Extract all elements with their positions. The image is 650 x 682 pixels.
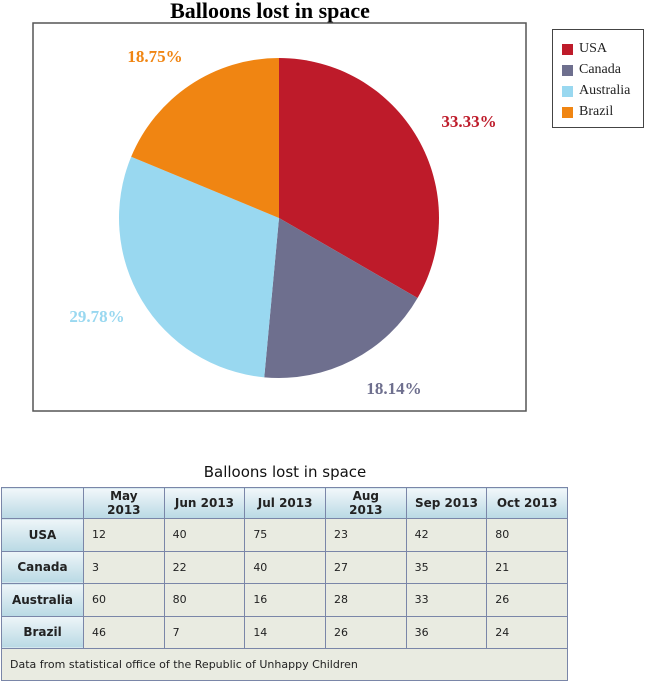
legend-item-australia: Australia	[562, 82, 630, 100]
column-header: Oct 2013	[486, 487, 568, 519]
pie-chart: 33.33% 18.14% 29.78% 18.75%	[32, 22, 527, 412]
corner-cell	[1, 487, 84, 519]
table-row: Brazil 46 7 14 26 36 24	[1, 615, 568, 649]
table-header-row: May 2013 Jun 2013 Jul 2013 Aug 2013 Sep …	[1, 487, 568, 519]
pie-slice-canada	[264, 218, 418, 379]
row-header: Brazil	[1, 615, 84, 649]
pie-slice-australia	[118, 156, 279, 378]
legend-swatch-australia	[562, 85, 573, 97]
pie-label-canada: 18.14%	[366, 379, 421, 398]
pie-label-australia: 29.78%	[69, 307, 124, 326]
table-title: Balloons lost in space	[203, 463, 367, 481]
table-row: USA 12 40 75 23 42 80	[1, 518, 568, 552]
table-cell: 27	[324, 550, 407, 584]
legend-swatch-brazil	[562, 106, 573, 118]
data-table: May 2013 Jun 2013 Jul 2013 Aug 2013 Sep …	[1, 487, 568, 681]
table-cell: 40	[244, 550, 326, 584]
table-cell: 35	[405, 550, 488, 584]
column-header: Aug 2013	[324, 487, 407, 519]
table-cell: 24	[486, 615, 568, 649]
row-header: Australia	[1, 583, 84, 617]
table-row: Australia 60 80 16 28 33 26	[1, 583, 568, 617]
table-cell: 28	[324, 583, 407, 617]
legend-item-brazil: Brazil	[562, 103, 613, 121]
legend-swatch-canada	[562, 64, 573, 76]
table-footer-row: Data from statistical office of the Repu…	[1, 648, 568, 681]
table-cell: 80	[163, 583, 246, 617]
table-cell: 23	[324, 518, 407, 552]
legend-label-usa: USA	[579, 41, 608, 56]
column-header: Jul 2013	[244, 487, 326, 519]
table-cell: 36	[405, 615, 488, 649]
row-header: Canada	[1, 550, 84, 584]
legend-item-canada: Canada	[562, 61, 621, 79]
legend: USA Canada Australia Brazil	[552, 29, 644, 128]
table-cell: 80	[486, 518, 568, 552]
legend-item-usa: USA	[562, 40, 607, 58]
table-cell: 22	[163, 550, 246, 584]
chart-title: Balloons lost in space	[170, 0, 370, 23]
row-header: USA	[1, 518, 84, 552]
table-cell: 46	[83, 615, 165, 649]
legend-label-brazil: Brazil	[579, 104, 614, 119]
pie-slice-brazil	[131, 58, 279, 218]
table-cell: 40	[163, 518, 246, 552]
table-cell: 7	[163, 615, 246, 649]
pie-label-usa: 33.33%	[441, 112, 496, 131]
table-cell: 75	[244, 518, 326, 552]
table-cell: 21	[486, 550, 568, 584]
table-cell: 12	[83, 518, 165, 552]
table-cell: 3	[83, 550, 165, 584]
table-cell: 26	[486, 583, 568, 617]
pie-slice-usa	[279, 58, 439, 298]
legend-label-australia: Australia	[579, 83, 631, 98]
table-row: Canada 3 22 40 27 35 21	[1, 550, 568, 584]
legend-label-canada: Canada	[579, 62, 621, 77]
table-footnote: Data from statistical office of the Repu…	[1, 648, 568, 681]
table-cell: 14	[244, 615, 326, 649]
table-cell: 42	[405, 518, 488, 552]
pie-label-brazil: 18.75%	[127, 47, 182, 66]
table-cell: 16	[244, 583, 326, 617]
column-header: May 2013	[83, 487, 165, 519]
column-header: Jun 2013	[163, 487, 246, 519]
table-cell: 60	[83, 583, 165, 617]
table-cell: 33	[405, 583, 488, 617]
legend-swatch-usa	[562, 43, 573, 55]
column-header: Sep 2013	[405, 487, 488, 519]
table-cell: 26	[324, 615, 407, 649]
